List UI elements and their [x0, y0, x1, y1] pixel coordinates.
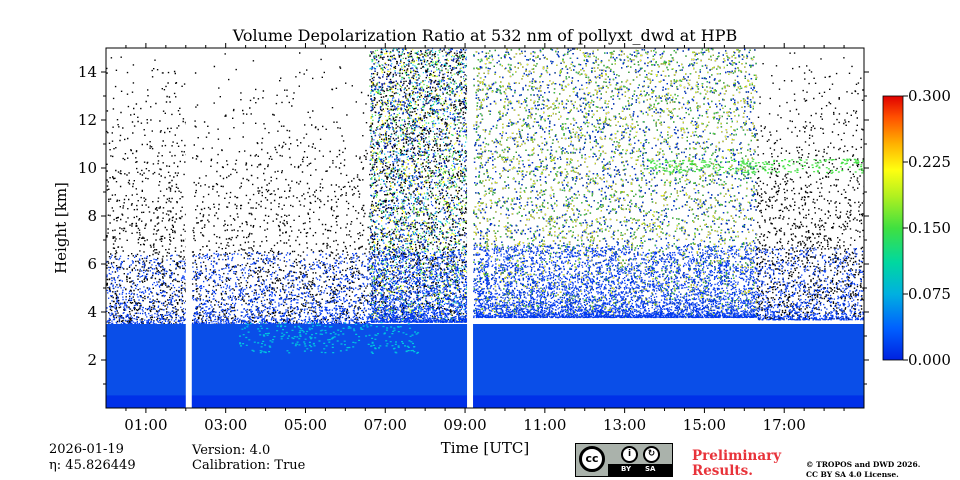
share-alike-icon: ↻ — [643, 446, 660, 463]
layer-fill-low — [106, 395, 864, 408]
aerosol-layer — [106, 324, 864, 408]
x-axis-label: Time [UTC] — [441, 439, 530, 457]
data-segment — [369, 48, 469, 323]
noise-speckle-color — [473, 48, 758, 318]
sa-label: SA — [645, 465, 656, 473]
transition-speckle — [106, 254, 188, 328]
data-gap — [185, 48, 192, 408]
noise-speckle — [191, 52, 371, 326]
transition-speckle — [756, 247, 864, 321]
y-tick-label: 4 — [87, 303, 97, 321]
noise-speckle — [369, 48, 469, 323]
version-label: Version: 4.0 — [192, 443, 271, 458]
x-tick-label: 09:00 — [443, 416, 486, 434]
attribution-icon: i — [621, 446, 638, 463]
preliminary-line2: Results. — [692, 463, 753, 479]
data-segment — [106, 56, 188, 328]
y-tick-label: 2 — [87, 351, 97, 369]
preliminary-line1: Preliminary — [692, 448, 782, 464]
calibration-label: Calibration: True — [192, 458, 306, 473]
x-tick-label: 17:00 — [763, 416, 806, 434]
colorbar-tick-label: 0.300 — [908, 87, 951, 105]
x-tick-label: 15:00 — [683, 416, 726, 434]
x-tick-label: 11:00 — [523, 416, 566, 434]
aerosol-layer — [239, 321, 420, 354]
colorbar-tick-label: 0.225 — [908, 153, 951, 171]
noise-speckle-color — [473, 48, 758, 318]
layer-speckle — [239, 321, 420, 354]
colorbar-tick-label: 0.150 — [908, 219, 951, 237]
y-tick-label: 10 — [78, 159, 97, 177]
y-tick-label: 6 — [87, 255, 97, 273]
license-bar: BY SA — [608, 464, 672, 476]
data-segment — [756, 52, 864, 321]
preliminary-notice: Preliminary Results. — [692, 449, 781, 479]
noise-speckle — [756, 52, 864, 321]
cc-icon: cc — [579, 446, 605, 472]
x-tick-label: 07:00 — [364, 416, 407, 434]
data-segment — [191, 52, 371, 326]
copyright-notice: © TROPOS and DWD 2026. CC BY SA 4.0 Lice… — [806, 460, 920, 480]
layer-speckle — [646, 158, 864, 174]
cc-license-badge: cc i ↻ BY SA — [575, 443, 673, 477]
colorbar-tick-label: 0.000 — [908, 351, 951, 369]
data-segment — [473, 48, 758, 319]
copyright-line1: © TROPOS and DWD 2026. — [806, 460, 921, 469]
y-tick-label: 14 — [78, 63, 97, 81]
date-label: 2026-01-19 — [49, 442, 124, 457]
x-tick-label: 13:00 — [603, 416, 646, 434]
eta-label: η: 45.826449 — [49, 458, 136, 473]
layer-fill — [106, 324, 864, 408]
copyright-line2: CC BY SA 4.0 License. — [806, 470, 899, 479]
transition-speckle — [369, 249, 469, 323]
x-tick-label: 03:00 — [204, 416, 247, 434]
y-tick-label: 12 — [78, 111, 97, 129]
y-axis-label: Height [km] — [52, 182, 70, 274]
colorbar-tick-label: 0.075 — [908, 285, 951, 303]
colorbar — [882, 95, 904, 361]
y-tick-label: 8 — [87, 207, 97, 225]
heatmap-area — [106, 48, 864, 408]
transition-speckle — [191, 252, 371, 326]
x-tick-label: 05:00 — [284, 416, 327, 434]
x-tick-label: 01:00 — [124, 416, 167, 434]
chart-title: Volume Depolarization Ratio at 532 nm of… — [232, 26, 738, 45]
transition-speckle — [473, 244, 758, 319]
data-gap — [467, 48, 474, 408]
aerosol-layer — [646, 158, 864, 174]
by-label: BY — [621, 465, 632, 473]
noise-speckle — [106, 56, 187, 328]
